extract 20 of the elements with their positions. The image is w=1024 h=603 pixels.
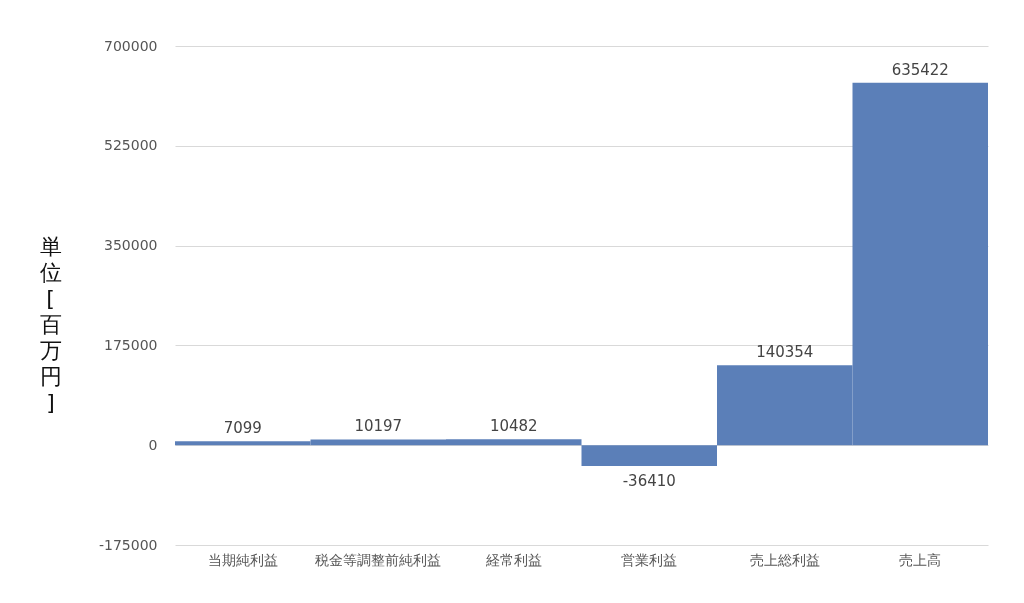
- x-tick-label: 売上総利益: [749, 551, 820, 568]
- x-tick-label: 当期純利益: [207, 551, 278, 568]
- data-label: 7099: [223, 419, 262, 438]
- x-tick-label: 経常利益: [484, 551, 542, 568]
- x-tick-label: 営業利益: [621, 551, 678, 568]
- y-tick-label: 700000: [104, 37, 158, 54]
- x-tick-label: 税金等調整前純利益: [315, 551, 442, 568]
- data-label: 635422: [891, 60, 949, 79]
- y-axis-title: 単位 [百万円]: [39, 233, 62, 415]
- y-tick-label: 350000: [104, 237, 158, 254]
- data-label: 10197: [354, 417, 403, 436]
- y-tick-label: 525000: [104, 137, 158, 154]
- x-tick-label: 売上高: [899, 551, 942, 568]
- data-label: 140354: [756, 343, 814, 362]
- y-tick-label: -175000: [99, 536, 158, 553]
- y-tick-label: 0: [148, 436, 158, 453]
- bar: [581, 445, 717, 466]
- data-label: 10482: [489, 417, 538, 436]
- data-label: -36410: [622, 471, 676, 490]
- y-tick-label: 175000: [104, 336, 158, 353]
